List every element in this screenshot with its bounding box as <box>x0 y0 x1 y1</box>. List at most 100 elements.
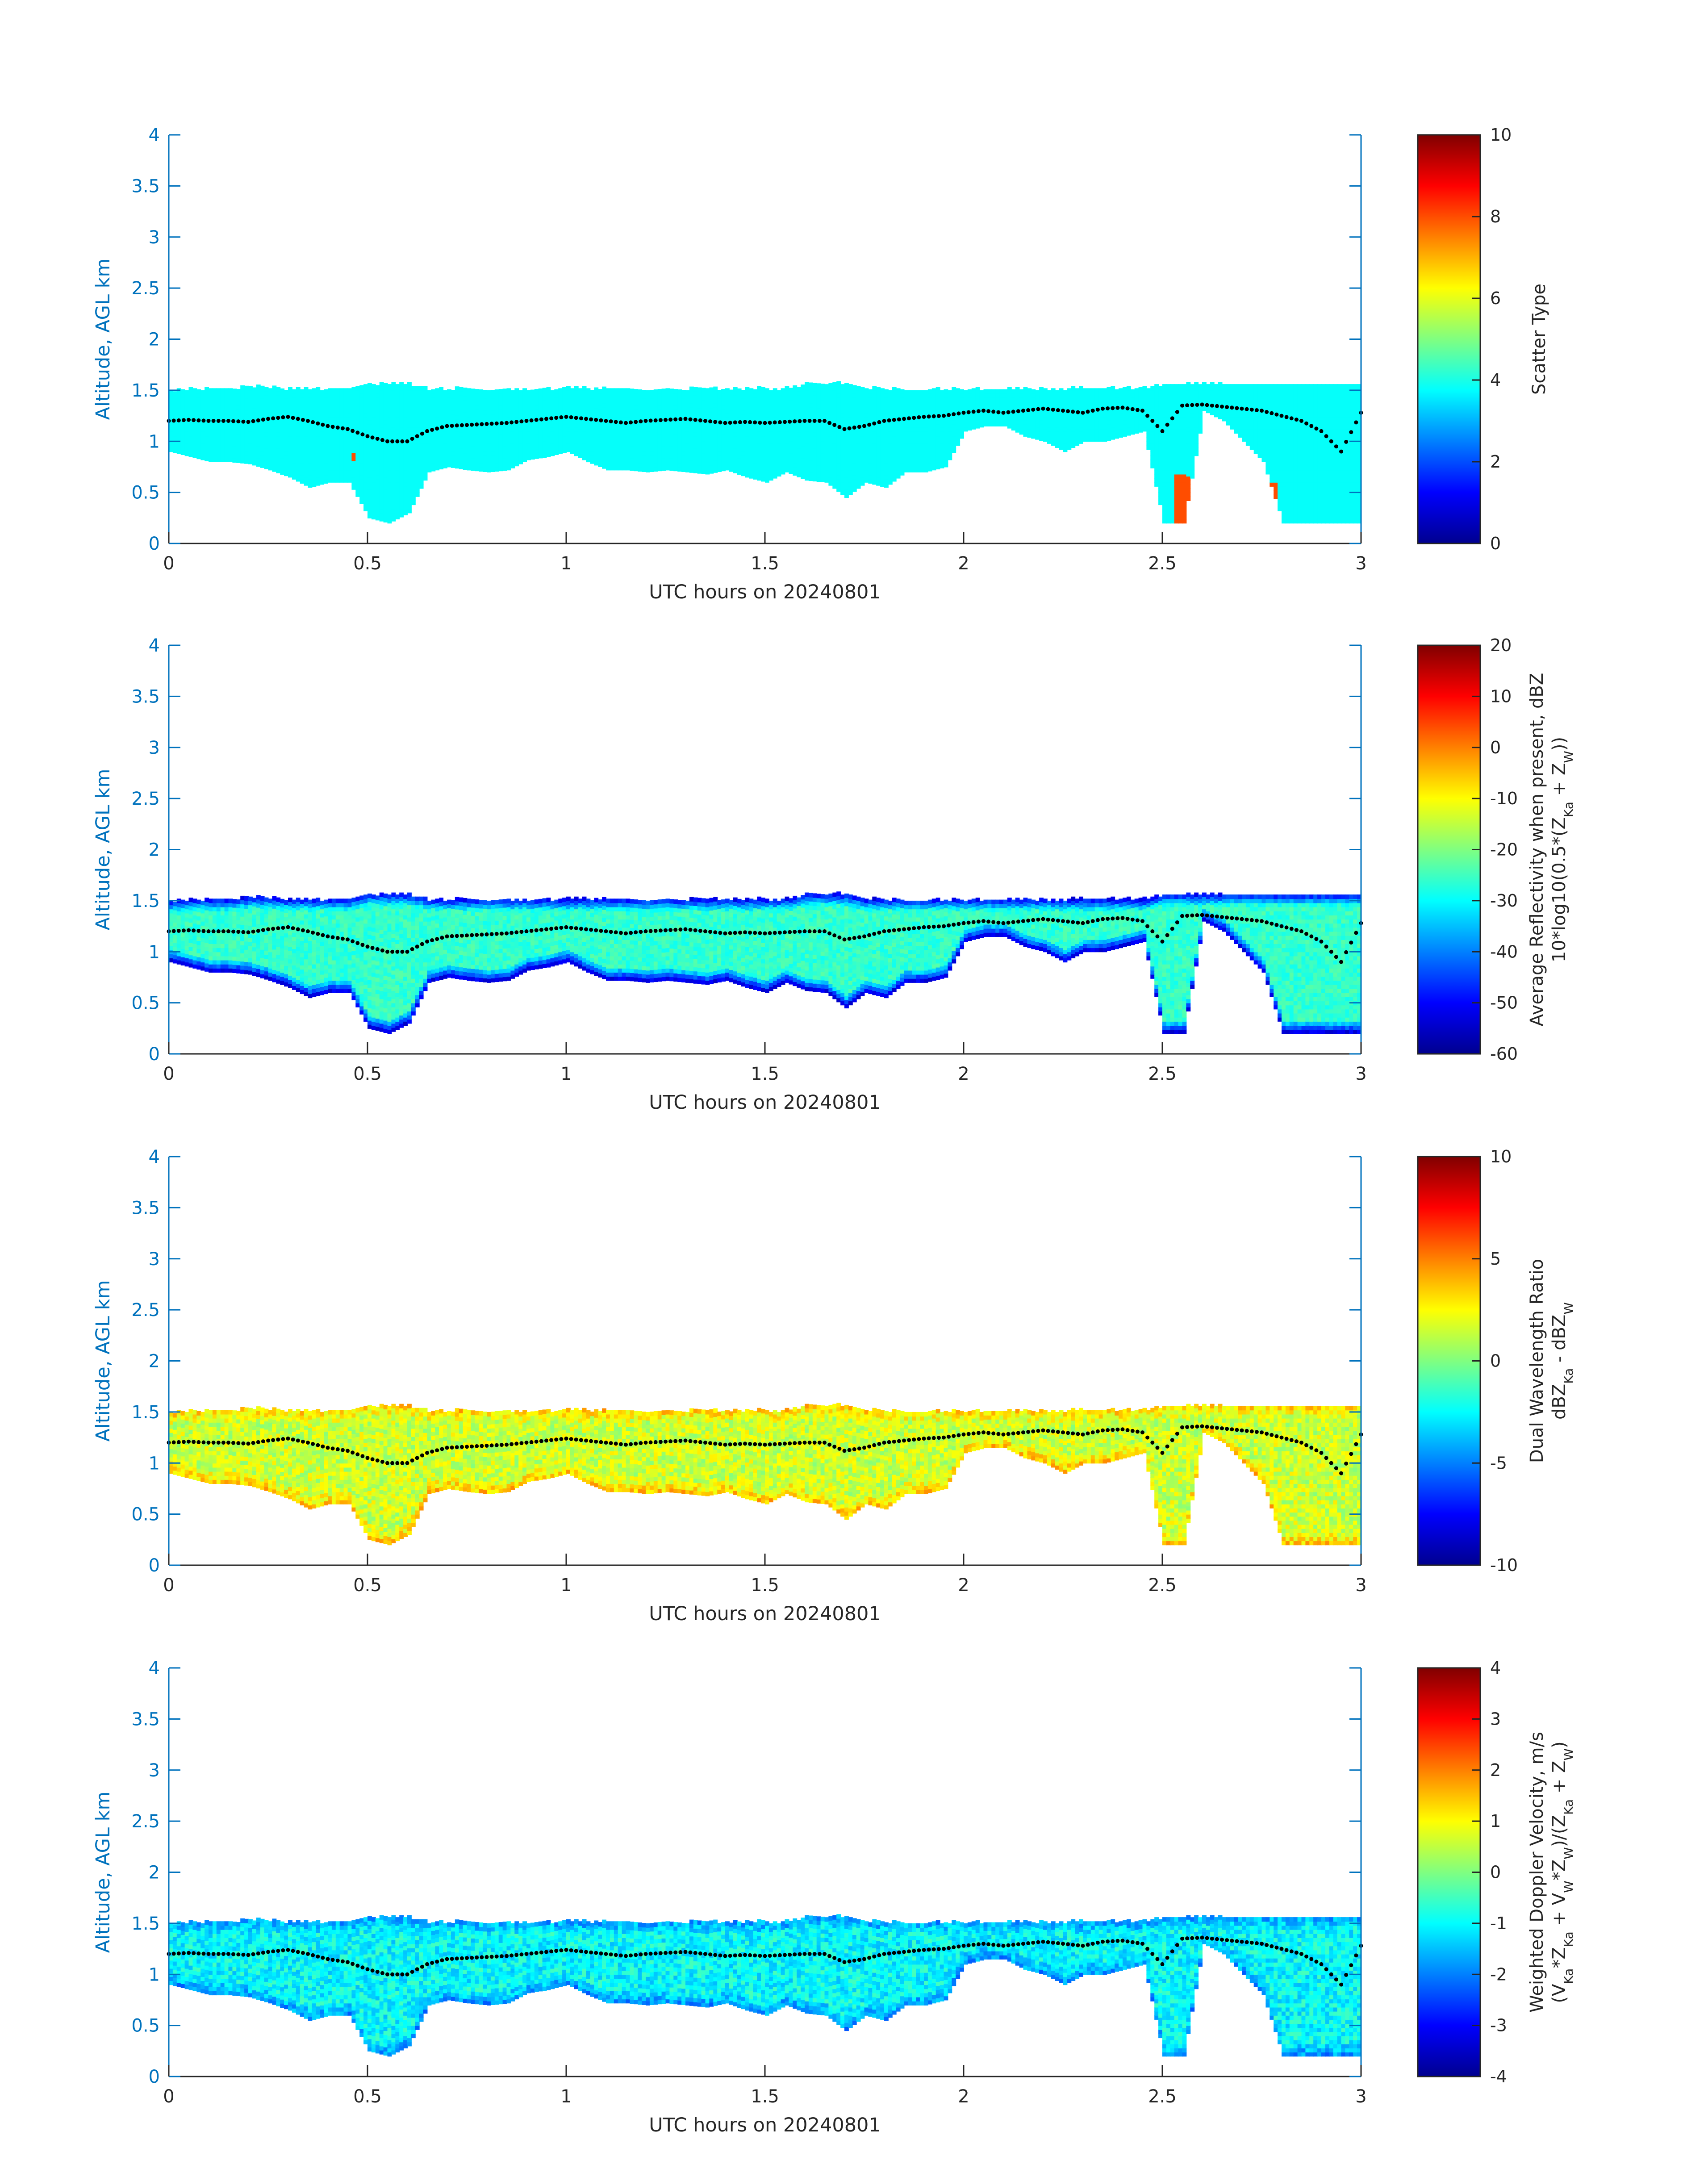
heatmap-cell <box>1170 388 1175 393</box>
heatmap-cell <box>793 463 797 468</box>
heatmap-cell <box>566 439 571 444</box>
heatmap-cell <box>296 457 301 461</box>
heatmap-cell <box>677 426 682 430</box>
heatmap-cell <box>447 430 451 435</box>
heatmap-cell <box>761 416 765 420</box>
heatmap-cell <box>232 389 237 393</box>
heatmap-cell <box>554 397 559 402</box>
heatmap-cell <box>1107 387 1111 392</box>
heatmap-cell <box>1047 435 1052 440</box>
heatmap-cell <box>702 453 706 458</box>
heatmap-cell <box>848 486 853 491</box>
heatmap-cell <box>467 441 472 446</box>
heatmap-cell <box>721 442 726 447</box>
heatmap-cell <box>1170 392 1175 397</box>
heatmap-cell <box>852 487 857 492</box>
heatmap-cell <box>793 443 797 447</box>
heatmap-cell <box>514 405 519 409</box>
heatmap-cell <box>451 460 455 464</box>
heatmap-cell <box>320 390 324 395</box>
heatmap-cell <box>435 450 439 454</box>
heatmap-cell <box>264 395 269 400</box>
heatmap-cell <box>526 447 531 452</box>
heatmap-cell <box>388 478 392 483</box>
heatmap-cell <box>681 422 686 427</box>
heatmap-cell <box>916 451 920 456</box>
heatmap-cell <box>630 405 634 409</box>
heatmap-cell <box>1135 397 1139 401</box>
heatmap-cell <box>173 412 177 416</box>
heatmap-cell <box>872 415 877 419</box>
heatmap-cell <box>578 445 583 450</box>
heatmap-cell <box>229 405 233 409</box>
heatmap-cell <box>964 394 968 399</box>
heatmap-cell <box>332 421 336 426</box>
heatmap-cell <box>284 447 288 451</box>
heatmap-cell <box>1158 497 1163 501</box>
heatmap-cell <box>427 435 432 440</box>
heatmap-cell <box>574 423 579 427</box>
heatmap-cell <box>1083 393 1087 397</box>
heatmap-cell <box>944 430 948 435</box>
heatmap-cell <box>522 413 527 417</box>
heatmap-cell <box>844 465 849 469</box>
heatmap-cell <box>296 424 301 428</box>
heatmap-cell <box>793 455 797 459</box>
heatmap-cell <box>1079 398 1083 403</box>
heatmap-cell <box>256 393 261 397</box>
heatmap-cell <box>702 396 706 401</box>
heatmap-cell <box>813 395 817 400</box>
heatmap-cell <box>650 431 654 435</box>
heatmap-cell <box>805 443 809 448</box>
heatmap-cell <box>813 460 817 465</box>
heatmap-cell <box>884 455 889 459</box>
heatmap-cell <box>351 448 356 453</box>
heatmap-cell <box>574 402 579 407</box>
heatmap-cell <box>1095 392 1099 397</box>
heatmap-cell <box>336 397 340 401</box>
heatmap-cell <box>351 481 356 486</box>
heatmap-cell <box>1087 425 1091 430</box>
heatmap-cell <box>789 425 793 429</box>
heatmap-cell <box>431 397 435 402</box>
heatmap-cell <box>828 391 833 396</box>
heatmap-cell <box>590 390 594 394</box>
heatmap-cell <box>479 447 483 451</box>
heatmap-cell <box>252 432 257 437</box>
heatmap-cell <box>1143 398 1147 403</box>
heatmap-cell <box>340 421 344 426</box>
heatmap-cell <box>745 395 750 400</box>
heatmap-cell <box>868 401 873 406</box>
heatmap-cell <box>681 398 686 402</box>
heatmap-cell <box>725 388 730 393</box>
heatmap-cell <box>709 453 714 457</box>
heatmap-cell <box>685 407 690 411</box>
heatmap-cell <box>912 402 916 407</box>
heatmap-cell <box>844 416 849 420</box>
heatmap-cell <box>658 463 662 467</box>
heatmap-cell <box>268 397 273 401</box>
heatmap-cell <box>1150 423 1155 427</box>
heatmap-cell <box>777 431 781 435</box>
heatmap-cell <box>984 418 988 422</box>
heatmap-cell <box>570 429 575 434</box>
heatmap-cell <box>503 434 507 438</box>
heatmap-cell <box>562 391 567 396</box>
heatmap-cell <box>844 395 849 400</box>
heatmap-cell <box>868 451 873 455</box>
heatmap-cell <box>316 408 320 412</box>
heatmap-cell <box>654 447 658 451</box>
heatmap-cell <box>1158 484 1163 489</box>
heatmap-cell <box>880 437 885 442</box>
heatmap-cell <box>443 443 447 448</box>
heatmap-cell <box>626 454 631 458</box>
heatmap-cell <box>801 413 805 418</box>
heatmap-cell <box>399 451 404 456</box>
heatmap-cell <box>363 405 368 409</box>
heatmap-cell <box>706 462 710 466</box>
heatmap-cell <box>956 437 960 442</box>
heatmap-cell <box>435 441 439 446</box>
heatmap-cell <box>380 447 384 452</box>
heatmap-cell <box>225 429 229 434</box>
heatmap-cell <box>248 398 253 403</box>
